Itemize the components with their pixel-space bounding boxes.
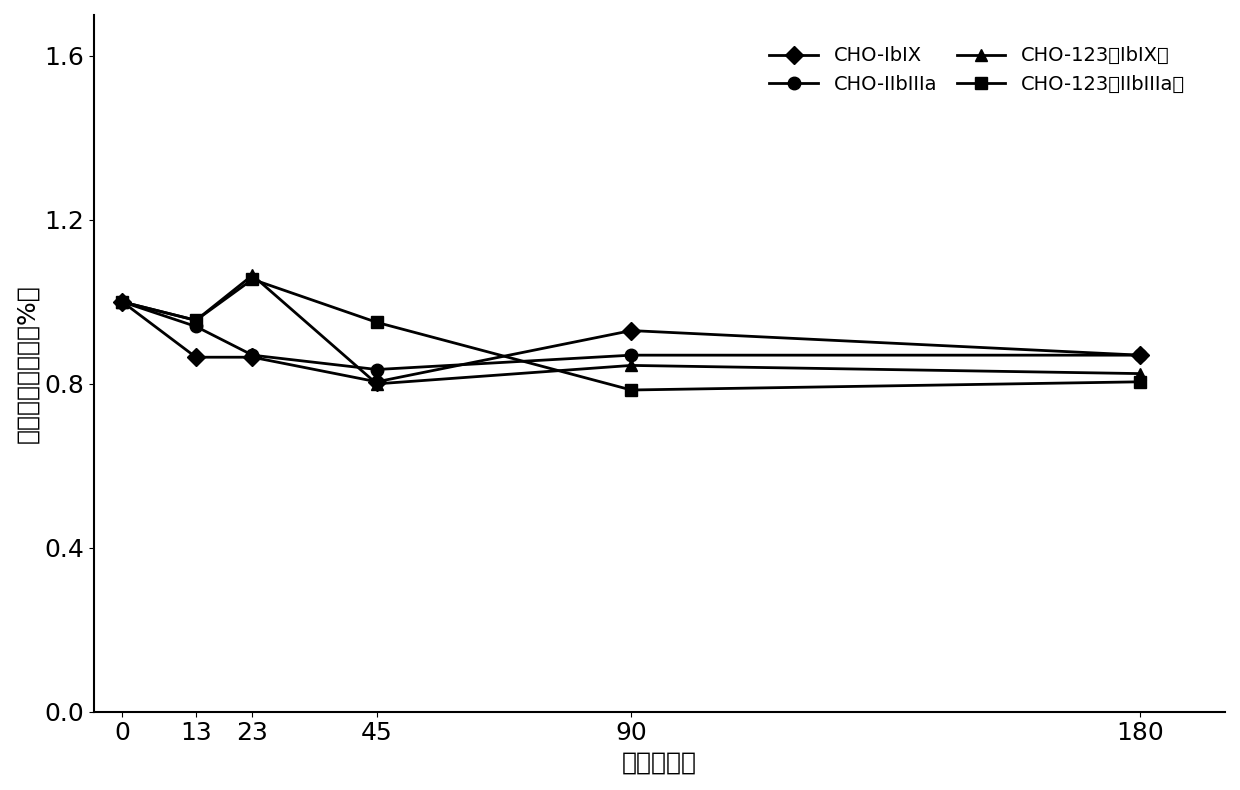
CHO-IbIX xyxy=(188,352,203,362)
CHO-IbIX xyxy=(624,325,639,335)
X-axis label: 时间（天）: 时间（天） xyxy=(622,751,697,775)
CHO-IIbIIIa xyxy=(624,351,639,360)
CHO-123（IIbIIIa） xyxy=(115,297,130,307)
CHO-123（IIbIIIa） xyxy=(246,275,260,284)
CHO-IbIX xyxy=(246,352,260,362)
CHO-123（IIbIIIa） xyxy=(1133,377,1148,386)
Line: CHO-123（IIbIIIa）: CHO-123（IIbIIIa） xyxy=(117,273,1147,397)
Y-axis label: 蛋白表达下降率（%）: 蛋白表达下降率（%） xyxy=(15,284,38,442)
CHO-123（IIbIIIa） xyxy=(188,315,203,325)
CHO-123（IbIX） xyxy=(370,379,384,389)
CHO-123（IbIX） xyxy=(246,270,260,280)
CHO-123（IbIX） xyxy=(115,297,130,307)
CHO-123（IIbIIIa） xyxy=(370,318,384,327)
CHO-IIbIIIa xyxy=(115,297,130,307)
Line: CHO-IIbIIIa: CHO-IIbIIIa xyxy=(117,295,1147,376)
CHO-IIbIIIa xyxy=(188,322,203,331)
CHO-123（IbIX） xyxy=(188,315,203,325)
Line: CHO-123（IbIX）: CHO-123（IbIX） xyxy=(117,269,1147,390)
Line: CHO-IbIX: CHO-IbIX xyxy=(117,295,1147,388)
CHO-IbIX xyxy=(370,377,384,386)
CHO-123（IbIX） xyxy=(624,361,639,371)
CHO-123（IbIX） xyxy=(1133,369,1148,378)
CHO-IIbIIIa xyxy=(1133,351,1148,360)
Legend: CHO-IbIX, CHO-IIbIIIa, CHO-123（IbIX）, CHO-123（IIbIIIa）: CHO-IbIX, CHO-IIbIIIa, CHO-123（IbIX）, CH… xyxy=(761,39,1193,102)
CHO-IbIX xyxy=(115,297,130,307)
CHO-IIbIIIa xyxy=(246,351,260,360)
CHO-123（IIbIIIa） xyxy=(624,386,639,395)
CHO-IbIX xyxy=(1133,351,1148,360)
CHO-IIbIIIa xyxy=(370,365,384,374)
